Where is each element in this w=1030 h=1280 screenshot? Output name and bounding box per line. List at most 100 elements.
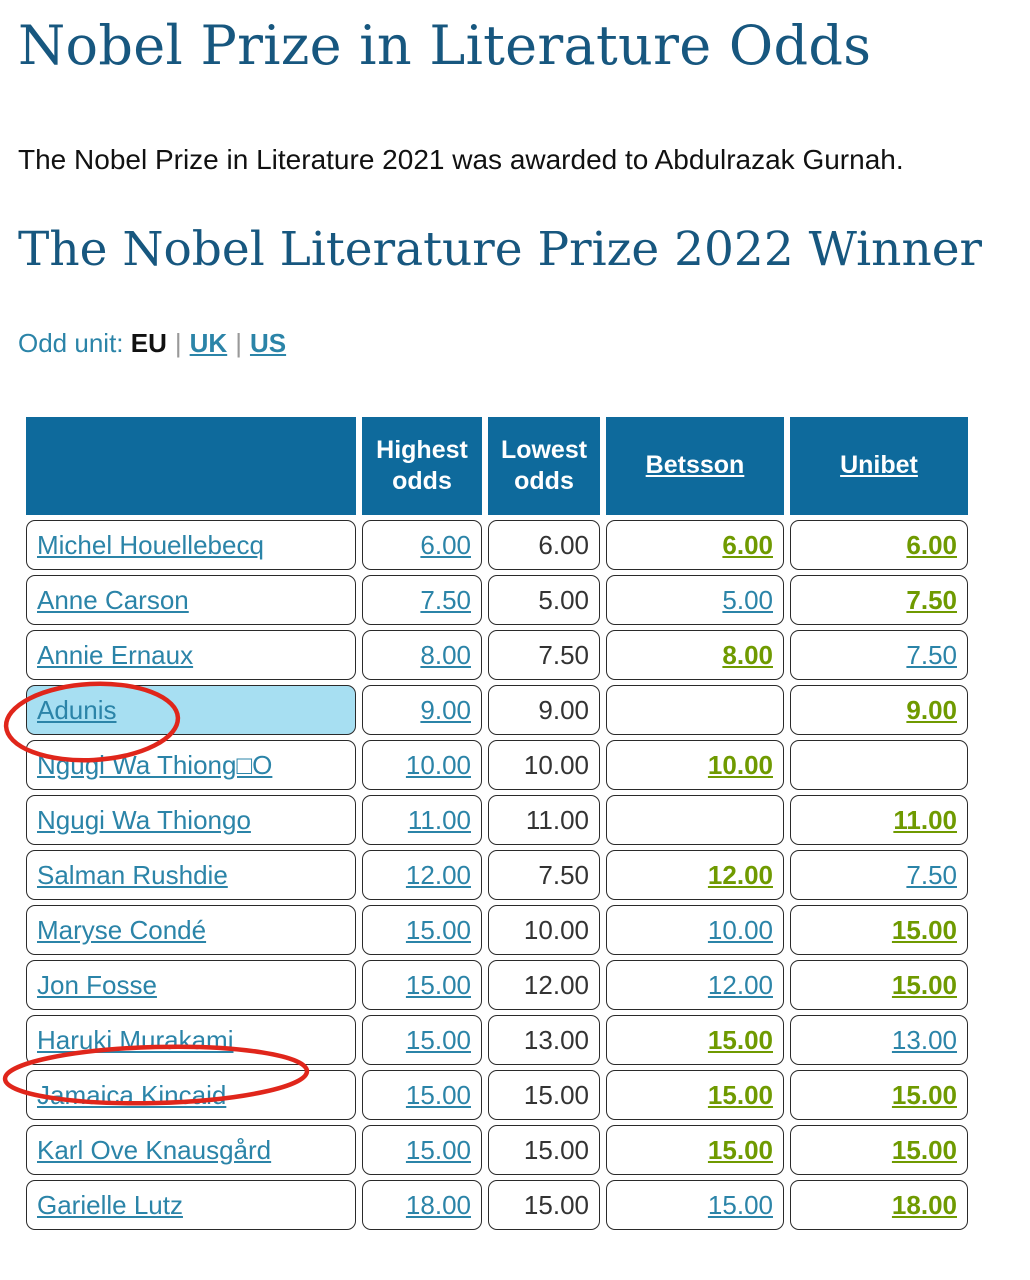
betsson-odds-link[interactable]: 15.00 (707, 1024, 773, 1055)
author-link[interactable]: Adunis (37, 694, 117, 725)
betsson-odds-cell: 15.00 (606, 1125, 784, 1175)
author-cell: Adunis (26, 685, 356, 735)
author-link[interactable]: Anne Carson (37, 584, 189, 615)
highest-odds-link[interactable]: 11.00 (407, 804, 471, 835)
highest-odds-link[interactable]: 15.00 (405, 969, 471, 1000)
betsson-odds-link[interactable]: 5.00 (722, 584, 773, 615)
author-cell: Garielle Lutz (26, 1180, 356, 1230)
author-link[interactable]: Jamaica Kincaid (37, 1079, 227, 1110)
unibet-odds-cell: 7.50 (790, 575, 968, 625)
betsson-link[interactable]: Betsson (645, 451, 745, 480)
highest-odds-cell: 18.00 (362, 1180, 482, 1230)
lowest-odds-value: 12.00 (523, 969, 589, 1000)
highest-odds-cell: 15.00 (362, 905, 482, 955)
odd-unit-current: EU (130, 328, 167, 358)
unibet-odds-link[interactable]: 9.00 (906, 694, 957, 725)
header-unibet: Unibet (790, 417, 968, 515)
author-link[interactable]: Jon Fosse (37, 969, 157, 1000)
author-link[interactable]: Annie Ernaux (37, 639, 194, 670)
header-highest-odds: Highest odds (362, 417, 482, 515)
unibet-odds-link[interactable]: 7.50 (906, 584, 957, 615)
unibet-odds-link[interactable]: 7.50 (906, 639, 957, 670)
betsson-odds-link[interactable]: 12.00 (707, 859, 773, 890)
highest-odds-cell: 15.00 (362, 1015, 482, 1065)
betsson-odds-cell (606, 685, 784, 735)
unibet-odds-link[interactable]: 15.00 (891, 969, 957, 1000)
unibet-odds-cell: 7.50 (790, 630, 968, 680)
author-link[interactable]: Karl Ove Knausgård (37, 1134, 272, 1165)
unibet-odds-cell: 15.00 (790, 905, 968, 955)
lowest-odds-value: 7.50 (538, 639, 589, 670)
table-row: Haruki Murakami 15.00 13.00 15.00 13.00 (26, 1015, 968, 1065)
odd-unit-label: Odd unit: (18, 328, 124, 358)
highest-odds-link[interactable]: 8.00 (420, 639, 471, 670)
highest-odds-cell: 15.00 (362, 960, 482, 1010)
lowest-odds-cell: 15.00 (488, 1180, 600, 1230)
betsson-odds-cell: 12.00 (606, 960, 784, 1010)
author-link[interactable]: Haruki Murakami (37, 1024, 234, 1055)
lowest-odds-value: 9.00 (538, 694, 589, 725)
highest-odds-link[interactable]: 10.00 (405, 749, 471, 780)
author-cell: Jon Fosse (26, 960, 356, 1010)
lowest-odds-value: 7.50 (538, 859, 589, 890)
table-row: Salman Rushdie 12.00 7.50 12.00 7.50 (26, 850, 968, 900)
highest-odds-link[interactable]: 15.00 (405, 1079, 471, 1110)
page-title: Nobel Prize in Literature Odds (18, 14, 872, 77)
unibet-odds-cell: 7.50 (790, 850, 968, 900)
table-row: Ngugi Wa Thiongo 11.00 11.00 11.00 (26, 795, 968, 845)
highest-odds-cell: 12.00 (362, 850, 482, 900)
lowest-odds-value: 15.00 (523, 1134, 589, 1165)
odd-unit-uk-link[interactable]: UK (189, 328, 228, 358)
author-cell: Salman Rushdie (26, 850, 356, 900)
highest-odds-link[interactable]: 9.00 (420, 694, 471, 725)
highest-odds-link[interactable]: 6.00 (420, 529, 471, 560)
author-cell: Annie Ernaux (26, 630, 356, 680)
unibet-odds-link[interactable]: 6.00 (906, 529, 957, 560)
separator: | (235, 328, 242, 358)
unibet-odds-link[interactable]: 13.00 (891, 1024, 957, 1055)
betsson-odds-link[interactable]: 6.00 (722, 529, 773, 560)
odd-unit-us-link[interactable]: US (249, 328, 287, 358)
betsson-odds-link[interactable]: 15.00 (707, 1079, 773, 1110)
header-name-column (26, 417, 356, 515)
highest-odds-link[interactable]: 15.00 (405, 1134, 471, 1165)
unibet-odds-link[interactable]: 7.50 (906, 859, 957, 890)
betsson-odds-link[interactable]: 8.00 (722, 639, 773, 670)
highest-odds-link[interactable]: 7.50 (420, 584, 471, 615)
lowest-odds-value: 10.00 (523, 749, 589, 780)
author-link[interactable]: Maryse Condé (37, 914, 207, 945)
lowest-odds-cell: 10.00 (488, 740, 600, 790)
betsson-odds-cell: 15.00 (606, 1180, 784, 1230)
betsson-odds-link[interactable]: 12.00 (707, 969, 773, 1000)
unibet-odds-link[interactable]: 11.00 (893, 804, 957, 835)
highest-odds-cell: 8.00 (362, 630, 482, 680)
unibet-odds-cell (790, 740, 968, 790)
table-row: Jamaica Kincaid 15.00 15.00 15.00 15.00 (26, 1070, 968, 1120)
highest-odds-link[interactable]: 18.00 (405, 1189, 471, 1220)
table-row: Ngugi Wa Thiong□O 10.00 10.00 10.00 (26, 740, 968, 790)
betsson-odds-link[interactable]: 15.00 (707, 1134, 773, 1165)
highest-odds-link[interactable]: 15.00 (405, 914, 471, 945)
unibet-odds-link[interactable]: 18.00 (891, 1189, 957, 1220)
highest-odds-link[interactable]: 15.00 (405, 1024, 471, 1055)
unibet-odds-link[interactable]: 15.00 (891, 1134, 957, 1165)
author-link[interactable]: Ngugi Wa Thiong□O (37, 749, 273, 780)
betsson-odds-link[interactable]: 10.00 (707, 749, 773, 780)
highest-odds-cell: 6.00 (362, 520, 482, 570)
unibet-odds-link[interactable]: 15.00 (891, 1079, 957, 1110)
unibet-odds-link[interactable]: 15.00 (891, 914, 957, 945)
lowest-odds-cell: 5.00 (488, 575, 600, 625)
betsson-odds-link[interactable]: 10.00 (707, 914, 773, 945)
author-link[interactable]: Salman Rushdie (37, 859, 228, 890)
lowest-odds-value: 15.00 (523, 1079, 589, 1110)
betsson-odds-cell (606, 795, 784, 845)
author-link[interactable]: Ngugi Wa Thiongo (37, 804, 251, 835)
separator: | (174, 328, 182, 358)
unibet-link[interactable]: Unibet (840, 451, 918, 480)
table-row: Michel Houellebecq 6.00 6.00 6.00 6.00 (26, 520, 968, 570)
betsson-odds-cell: 6.00 (606, 520, 784, 570)
author-link[interactable]: Michel Houellebecq (37, 529, 264, 560)
highest-odds-link[interactable]: 12.00 (405, 859, 471, 890)
author-link[interactable]: Garielle Lutz (37, 1189, 183, 1220)
betsson-odds-link[interactable]: 15.00 (707, 1189, 773, 1220)
